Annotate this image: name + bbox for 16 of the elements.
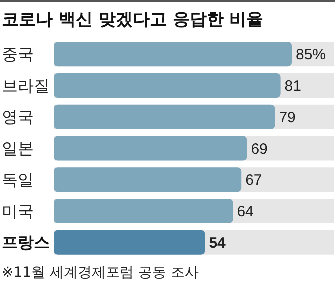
y-tick-label: 프랑스 [2, 233, 50, 252]
chart-title: 코로나 백신 맞겠다고 응답한 비율 [2, 10, 264, 30]
y-tick-label: 브라질 [2, 76, 50, 96]
data-label: 81 [284, 78, 302, 95]
data-label: 69 [251, 140, 268, 158]
y-tick-label: 중국 [2, 44, 34, 64]
y-tick-label: 일본 [2, 139, 34, 158]
data-label: 79 [279, 109, 296, 126]
data-label: 67 [246, 172, 262, 190]
y-tick-label: 영국 [2, 108, 34, 127]
data-label: 85% [296, 46, 326, 64]
data-label: 64 [237, 204, 254, 220]
y-tick-label: 독일 [2, 170, 34, 190]
text: ※11월 세계경제포럼 공동 조사 [2, 265, 199, 281]
data-label: 54 [209, 234, 227, 252]
y-tick-label: 미국 [2, 202, 34, 221]
